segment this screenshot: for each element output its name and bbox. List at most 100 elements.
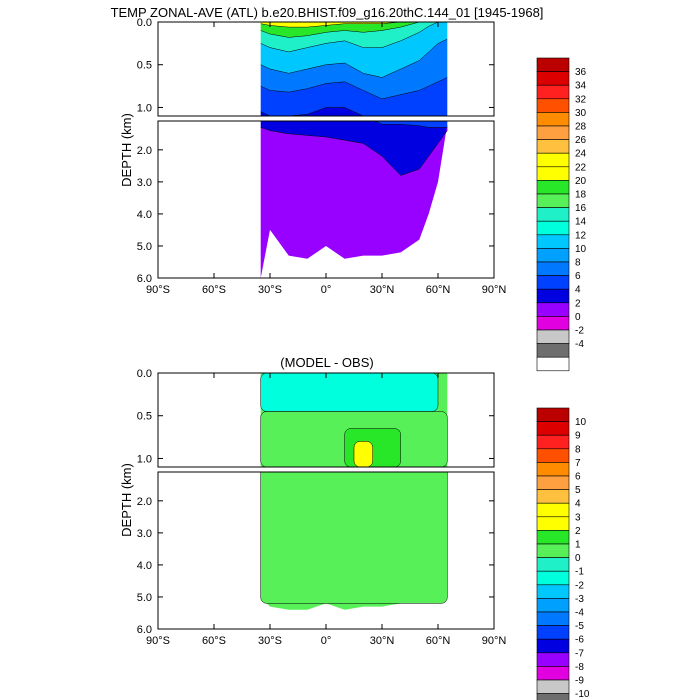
bottom-x-tick-label: 30°S xyxy=(258,635,282,647)
top-colorbar-label: -2 xyxy=(575,326,584,337)
bottom-ylabel: DEPTH (km) xyxy=(119,463,134,537)
top-colorbar-label: 34 xyxy=(575,81,587,92)
top-colorbar-label: 0 xyxy=(575,312,581,323)
top-colorbar-swatch xyxy=(536,356,570,372)
bottom-colorbar-label: 10 xyxy=(575,417,587,428)
bottom-colorbar-swatch xyxy=(536,543,570,558)
bottom-y-tick-label: 6.0 xyxy=(137,624,152,636)
top-isotherm xyxy=(374,121,448,128)
top-colorbar-swatch xyxy=(536,139,570,154)
bottom-anomaly-band xyxy=(260,373,439,412)
bottom-colorbar-swatch xyxy=(536,557,570,572)
top-x-tick-label: 90°S xyxy=(146,284,170,296)
top-isotherm xyxy=(260,77,448,100)
top-colorbar-label: 12 xyxy=(575,230,587,241)
bottom-colorbar-label: -6 xyxy=(575,635,584,646)
bottom-colorbar-swatch xyxy=(536,434,570,450)
top-colorbar-swatch xyxy=(536,329,570,344)
bottom-colorbar-swatch xyxy=(536,516,570,531)
top-upper-layers xyxy=(260,22,448,116)
top-upper-field xyxy=(260,22,448,116)
top-colorbar-swatch xyxy=(536,152,570,168)
bottom-colorbar-label: -9 xyxy=(575,676,584,687)
bottom-colorbar-swatch xyxy=(536,693,570,700)
bottom-x-tick-label: 90°N xyxy=(482,635,507,647)
top-y-tick-label: 3.0 xyxy=(137,177,152,189)
bottom-anomaly-band xyxy=(353,441,373,467)
top-colorbar-label: 16 xyxy=(575,203,587,214)
top-colorbar-swatch xyxy=(536,220,570,236)
bottom-colorbar-swatch xyxy=(536,679,570,694)
top-y-tick-label: 6.0 xyxy=(137,273,152,285)
bottom-colorbar-label: 4 xyxy=(575,499,581,510)
bottom-colorbar-label: -2 xyxy=(575,580,584,591)
top-colorbar-label: 6 xyxy=(575,271,581,282)
top-title: TEMP ZONAL-AVE (ATL) b.e20.BHIST.f09_g16… xyxy=(111,5,544,20)
bottom-colorbar-label: -8 xyxy=(575,662,584,673)
top-isotherm xyxy=(260,38,448,78)
top-temperature-layer xyxy=(260,22,448,78)
top-lower-field xyxy=(260,121,448,278)
bottom-colorbar-label: -3 xyxy=(575,594,584,605)
bottom-x-tick-label: 90°S xyxy=(146,635,170,647)
bottom-upper-bands xyxy=(260,373,448,467)
top-lower-layers xyxy=(260,121,448,278)
top-colorbar-label: 10 xyxy=(575,244,587,255)
top-x-tick-label: 90°N xyxy=(482,284,507,296)
bottom-colorbar-label: 1 xyxy=(575,540,581,551)
top-colorbar-label: 14 xyxy=(575,217,587,228)
top-colorbar-swatch xyxy=(536,166,570,181)
top-colorbar-swatch xyxy=(536,98,570,113)
bottom-colorbar-label: -5 xyxy=(575,621,584,632)
top-colorbar-swatch xyxy=(536,261,570,276)
top-colorbar-swatch xyxy=(536,193,570,208)
top-isotherm xyxy=(260,22,448,28)
top-colorbar-swatch xyxy=(536,248,570,263)
top-x-tick-label: 0° xyxy=(321,284,332,296)
top-colorbar-label: 26 xyxy=(575,135,587,146)
bottom-colorbar-label: 6 xyxy=(575,472,581,483)
bottom-y-tick-label: 2.0 xyxy=(137,496,152,508)
bottom-colorbar-swatch xyxy=(536,652,570,667)
top-temperature-layer xyxy=(260,124,448,278)
top-x-tick-label: 30°N xyxy=(370,284,395,296)
top-colorbar-label: -4 xyxy=(575,339,584,350)
bottom-colorbar-swatch xyxy=(536,475,570,490)
bottom-colorbar-swatch xyxy=(536,530,570,545)
bottom-x-tick-label: 60°S xyxy=(202,635,226,647)
top-colorbar-label: 24 xyxy=(575,149,587,160)
top-colorbar-label: 18 xyxy=(575,190,587,201)
bottom-anomaly-band xyxy=(260,472,448,604)
bottom-colorbar-label: 3 xyxy=(575,512,581,523)
top-colorbar-swatch xyxy=(536,57,570,72)
bottom-colorbar-label: 2 xyxy=(575,526,581,537)
top-temperature-layer xyxy=(374,121,448,128)
top-colorbar-swatch xyxy=(536,84,570,100)
bottom-lower-field xyxy=(260,472,448,610)
top-colorbar-swatch xyxy=(536,71,570,86)
bottom-colorbar-label: 5 xyxy=(575,485,581,496)
bottom-colorbar-swatch xyxy=(536,611,570,626)
top-colorbar-swatch xyxy=(536,316,570,331)
top-temperature-layer xyxy=(260,121,448,176)
top-colorbar-label: 2 xyxy=(575,298,581,309)
top-colorbar-swatch xyxy=(536,207,570,222)
bottom-x-tick-label: 0° xyxy=(321,635,332,647)
bottom-colorbar-swatch xyxy=(536,407,570,422)
bottom-colorbar-label: -4 xyxy=(575,608,584,619)
top-x-tick-label: 60°S xyxy=(202,284,226,296)
top-isotherm xyxy=(260,127,448,176)
bottom-colorbar-label: 8 xyxy=(575,444,581,455)
top-colorbar-label: 8 xyxy=(575,258,581,269)
bottom-colorbar-label: -7 xyxy=(575,648,584,659)
top-y-tick-label: 4.0 xyxy=(137,209,152,221)
top-temperature-layer xyxy=(260,22,448,52)
bottom-y-tick-label: 1.0 xyxy=(137,453,152,465)
top-colorbar-swatch xyxy=(536,112,570,127)
bottom-y-ticks: 0.0 0.5 1.0 2.0 3.0 4.0 5.0 6.0 xyxy=(137,368,494,636)
top-temperature-layer xyxy=(260,39,448,99)
top-colorbar-label: 20 xyxy=(575,176,587,187)
bottom-colorbar-swatch xyxy=(536,421,570,436)
